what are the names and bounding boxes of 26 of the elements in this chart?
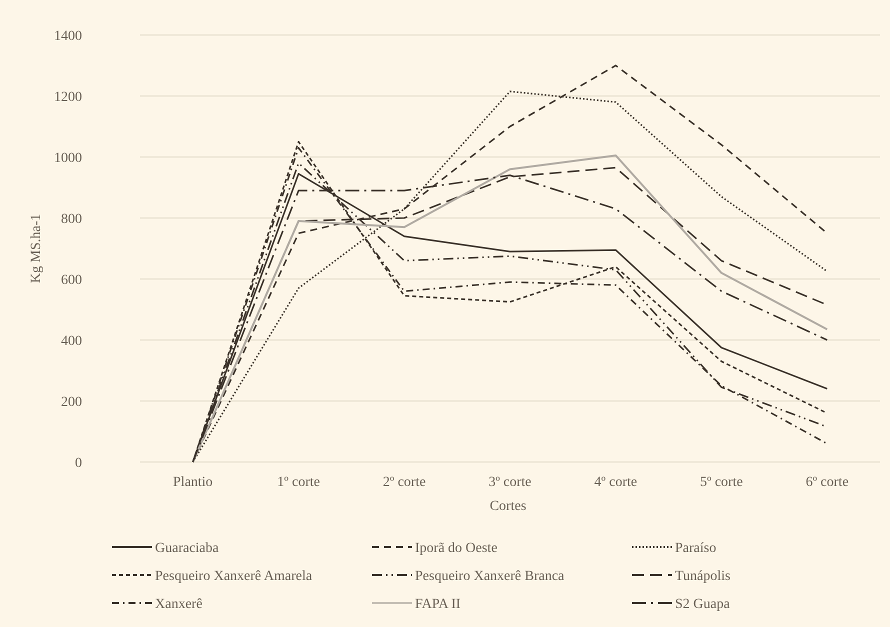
legend-label: Guaraciaba [155, 540, 220, 556]
y-tick-label: 600 [61, 272, 82, 288]
y-tick-label: 200 [61, 394, 82, 410]
x-tick-label: 3º corte [488, 475, 532, 490]
x-tick-label: Plantio [173, 475, 213, 490]
y-tick-label: 0 [75, 456, 82, 471]
x-tick-label: 6º corte [806, 475, 849, 490]
legend-label: Pesqueiro Xanxerê Branca [415, 568, 566, 584]
y-tick-label: 400 [61, 334, 82, 349]
legend-label: Pesqueiro Xanxerê Amarela [155, 568, 313, 584]
legend-label: Iporã do Oeste [415, 540, 498, 556]
legend-label: Paraíso [675, 540, 716, 556]
x-tick-label: 2º corte [382, 475, 426, 490]
y-tick-label: 1400 [54, 28, 82, 44]
y-tick-label: 800 [61, 212, 82, 227]
x-tick-label: 5º corte [700, 475, 743, 490]
legend-label: FAPA II [415, 596, 461, 612]
x-tick-label: 4º corte [594, 475, 638, 490]
x-axis-title: Cortes [490, 499, 526, 514]
x-tick-label: 1º corte [277, 475, 320, 490]
legend-label: S2 Guapa [675, 596, 731, 612]
y-axis-title: Kg MS.ha-1 [29, 214, 44, 284]
y-tick-label: 1200 [54, 90, 82, 105]
y-tick-label: 1000 [54, 150, 82, 166]
legend-label: Xanxerê [155, 596, 202, 612]
legend-label: Tunápolis [675, 568, 731, 584]
